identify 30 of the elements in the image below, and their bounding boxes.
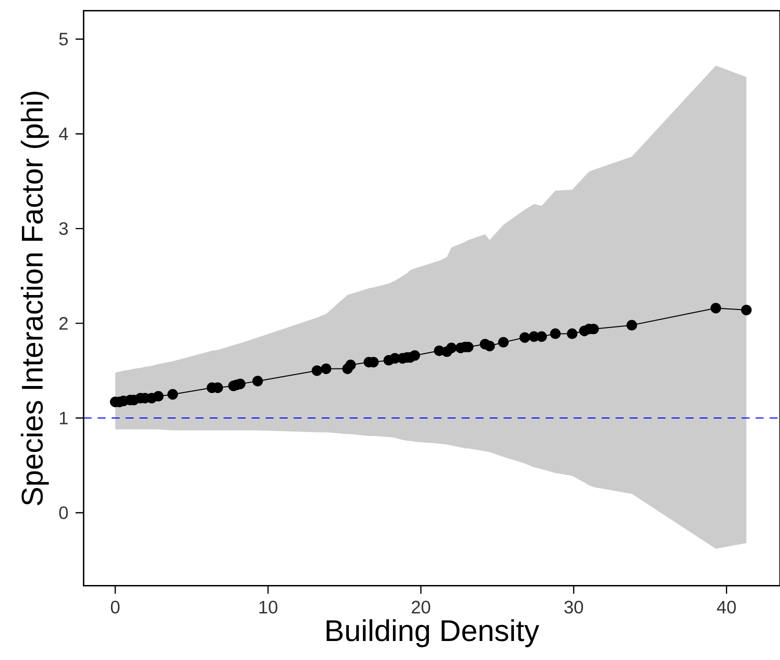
y-tick-label: 0 bbox=[59, 506, 68, 520]
y-axis-title: Species Interaction Factor (phi) bbox=[20, 92, 49, 506]
point bbox=[520, 332, 530, 343]
point bbox=[153, 390, 164, 402]
point bbox=[626, 320, 638, 331]
y-tick-label: 3 bbox=[59, 222, 68, 235]
x-tick-label: 20 bbox=[412, 600, 430, 614]
x-tick-label: 30 bbox=[564, 600, 584, 614]
point bbox=[536, 331, 547, 342]
point bbox=[409, 350, 420, 361]
point bbox=[484, 340, 495, 352]
point bbox=[252, 376, 263, 386]
x-tick-label: 40 bbox=[716, 600, 736, 614]
point bbox=[320, 363, 332, 374]
y-tick-label: 2 bbox=[59, 317, 68, 330]
point bbox=[498, 336, 509, 348]
point bbox=[345, 360, 356, 370]
y-tick-label: 5 bbox=[59, 32, 68, 46]
x-tick-label: 0 bbox=[110, 600, 120, 614]
point bbox=[446, 342, 457, 354]
x-axis-title: Building Density bbox=[326, 619, 540, 648]
y-tick-label: 1 bbox=[60, 412, 68, 424]
x-tick-label: 10 bbox=[259, 600, 278, 614]
y-tick-label: 4 bbox=[58, 128, 68, 140]
point bbox=[710, 302, 722, 314]
point bbox=[741, 304, 752, 316]
point bbox=[550, 328, 561, 340]
point bbox=[312, 365, 322, 376]
point bbox=[566, 328, 578, 340]
point bbox=[167, 389, 178, 400]
